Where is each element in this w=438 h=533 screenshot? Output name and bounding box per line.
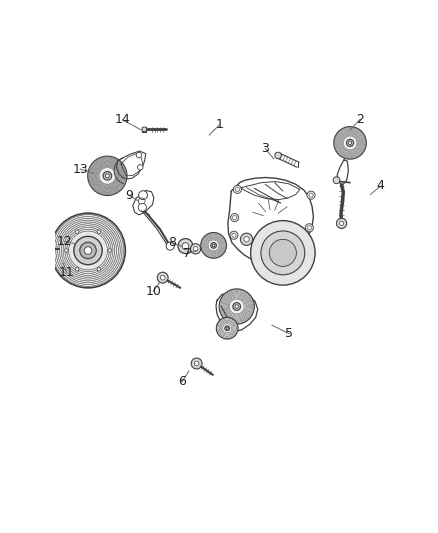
Circle shape: [334, 127, 366, 159]
Circle shape: [157, 272, 168, 283]
Circle shape: [232, 233, 236, 237]
Circle shape: [336, 218, 346, 229]
Text: 9: 9: [125, 189, 133, 201]
Circle shape: [166, 242, 174, 250]
Circle shape: [138, 165, 143, 170]
Circle shape: [142, 127, 147, 132]
Circle shape: [219, 289, 254, 324]
Circle shape: [333, 177, 340, 184]
Circle shape: [235, 305, 238, 308]
Circle shape: [103, 172, 112, 180]
Text: 3: 3: [261, 142, 269, 155]
Circle shape: [349, 141, 352, 144]
Text: 1: 1: [215, 118, 223, 132]
Circle shape: [230, 231, 238, 239]
Circle shape: [339, 221, 344, 225]
Text: 5: 5: [285, 327, 293, 340]
Circle shape: [160, 275, 165, 280]
Circle shape: [240, 233, 253, 245]
Circle shape: [233, 303, 240, 310]
Circle shape: [193, 246, 198, 251]
Circle shape: [235, 188, 240, 191]
Text: 12: 12: [57, 235, 73, 248]
Circle shape: [97, 230, 101, 233]
Text: 11: 11: [59, 266, 74, 279]
Text: 4: 4: [377, 180, 385, 192]
Circle shape: [244, 237, 249, 242]
Circle shape: [84, 247, 92, 254]
Text: 10: 10: [145, 285, 161, 298]
Text: 6: 6: [178, 375, 186, 389]
Text: 8: 8: [168, 236, 176, 249]
Circle shape: [275, 152, 281, 159]
Circle shape: [309, 193, 313, 197]
Circle shape: [138, 191, 148, 199]
Circle shape: [191, 244, 201, 254]
Circle shape: [106, 174, 110, 178]
Circle shape: [251, 221, 315, 285]
Circle shape: [108, 249, 111, 252]
Circle shape: [216, 317, 238, 339]
Circle shape: [307, 191, 315, 199]
Circle shape: [178, 239, 193, 254]
Circle shape: [225, 326, 230, 330]
Circle shape: [346, 139, 353, 147]
Circle shape: [182, 243, 189, 249]
Text: 14: 14: [115, 114, 131, 126]
Circle shape: [305, 224, 314, 232]
Circle shape: [226, 327, 228, 329]
Text: 2: 2: [357, 112, 364, 126]
Circle shape: [75, 230, 79, 233]
Circle shape: [74, 236, 102, 265]
Circle shape: [201, 232, 226, 259]
Circle shape: [230, 214, 239, 222]
Circle shape: [211, 243, 216, 248]
Circle shape: [80, 243, 96, 259]
Circle shape: [307, 225, 311, 230]
Circle shape: [269, 239, 297, 266]
Circle shape: [194, 361, 199, 366]
Circle shape: [191, 358, 202, 369]
Circle shape: [65, 249, 68, 252]
Circle shape: [88, 156, 127, 196]
Circle shape: [51, 213, 125, 288]
Circle shape: [46, 245, 52, 252]
Circle shape: [97, 268, 101, 271]
Circle shape: [136, 152, 141, 158]
Circle shape: [75, 268, 79, 271]
Circle shape: [233, 185, 241, 193]
Circle shape: [138, 203, 146, 212]
Circle shape: [212, 244, 215, 247]
Text: 7: 7: [183, 247, 191, 261]
Text: 13: 13: [72, 163, 88, 175]
Circle shape: [261, 231, 305, 275]
Circle shape: [233, 215, 237, 220]
